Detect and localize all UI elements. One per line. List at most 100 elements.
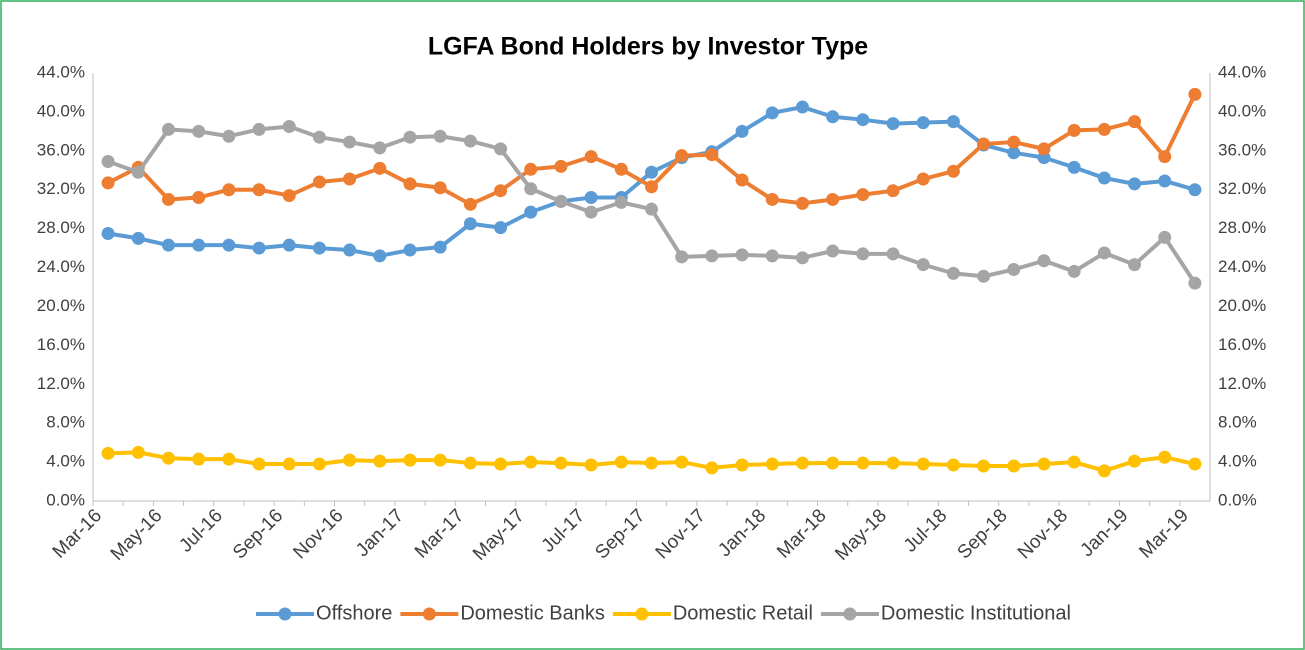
- data-point: [795, 251, 809, 265]
- data-point: [1007, 459, 1021, 473]
- data-point: [856, 247, 870, 261]
- data-point: [645, 456, 658, 470]
- y2-tick-label: 28.0%: [1218, 218, 1266, 237]
- data-point: [795, 100, 809, 114]
- data-point: [614, 455, 628, 469]
- data-point: [645, 202, 658, 216]
- legend: Offshore Domestic Banks Domestic Retail Dom…: [256, 602, 1071, 624]
- data-point: [675, 149, 689, 163]
- y-tick-label: 4.0%: [46, 452, 85, 471]
- data-point: [524, 455, 538, 469]
- data-point: [222, 129, 236, 143]
- data-point: [343, 453, 357, 467]
- legend-marker: [635, 607, 649, 621]
- data-point: [765, 192, 779, 206]
- y-tick-label: 24.0%: [37, 257, 85, 276]
- y2-tick-label: 44.0%: [1218, 62, 1266, 81]
- data-point: [645, 180, 658, 194]
- data-point: [343, 135, 357, 149]
- data-point: [735, 173, 749, 187]
- data-point: [1128, 258, 1142, 272]
- data-point: [463, 134, 477, 148]
- data-point: [554, 159, 568, 173]
- data-point: [584, 205, 598, 219]
- data-point: [826, 110, 840, 124]
- y2-tick-label: 40.0%: [1218, 101, 1266, 120]
- y2-tick-label: 4.0%: [1218, 452, 1257, 471]
- data-point: [1158, 230, 1172, 244]
- data-point: [373, 249, 387, 263]
- y2-tick-label: 16.0%: [1218, 335, 1266, 354]
- data-point: [494, 142, 508, 156]
- y-tick-label: 32.0%: [37, 179, 85, 198]
- data-point: [1188, 276, 1202, 290]
- data-point: [826, 456, 840, 470]
- data-point: [161, 122, 175, 136]
- data-point: [161, 238, 175, 252]
- data-point: [1128, 454, 1142, 468]
- y2-tick-label: 24.0%: [1218, 257, 1266, 276]
- data-point: [1007, 135, 1021, 149]
- data-point: [1097, 171, 1111, 185]
- series: [101, 120, 1202, 290]
- y2-tick-label: 36.0%: [1218, 140, 1266, 159]
- data-point: [524, 205, 538, 219]
- data-point: [916, 457, 930, 471]
- data-point: [826, 244, 840, 258]
- legend-label: Domestic Institutional: [881, 602, 1071, 624]
- data-point: [554, 194, 568, 208]
- data-point: [1128, 177, 1142, 191]
- data-point: [192, 238, 206, 252]
- y-tick-label: 28.0%: [37, 218, 85, 237]
- data-point: [584, 150, 598, 164]
- y-tick-label: 20.0%: [37, 296, 85, 315]
- data-point: [1067, 123, 1081, 137]
- data-point: [916, 172, 930, 186]
- data-point: [554, 456, 568, 470]
- data-point: [675, 250, 689, 264]
- data-point: [131, 231, 145, 245]
- data-point: [494, 457, 508, 471]
- data-point: [312, 457, 326, 471]
- data-point: [886, 184, 900, 198]
- data-point: [343, 243, 357, 257]
- data-point: [1097, 464, 1111, 478]
- data-point: [614, 162, 628, 176]
- data-point: [1037, 254, 1051, 268]
- data-point: [192, 124, 206, 138]
- legend-marker: [422, 607, 436, 621]
- data-point: [524, 162, 538, 176]
- legend-marker: [278, 607, 292, 621]
- data-point: [373, 454, 387, 468]
- chart-title: LGFA Bond Holders by Investor Type: [428, 33, 868, 61]
- data-point: [946, 115, 960, 129]
- data-point: [886, 456, 900, 470]
- data-point: [282, 189, 296, 203]
- y2-tick-label: 32.0%: [1218, 179, 1266, 198]
- legend-marker: [843, 607, 857, 621]
- data-point: [1037, 457, 1051, 471]
- data-point: [735, 248, 749, 262]
- data-point: [856, 113, 870, 127]
- y2-tick-label: 20.0%: [1218, 296, 1266, 315]
- data-point: [494, 221, 508, 235]
- data-point: [463, 197, 477, 211]
- y-tick-label: 8.0%: [46, 413, 85, 432]
- data-point: [282, 457, 296, 471]
- data-point: [886, 247, 900, 261]
- data-point: [494, 184, 508, 198]
- data-point: [403, 243, 417, 257]
- data-point: [1067, 264, 1081, 278]
- series: [101, 87, 1202, 211]
- data-point: [916, 116, 930, 130]
- data-point: [222, 183, 236, 197]
- data-point: [795, 196, 809, 210]
- legend-label: Offshore: [316, 602, 392, 624]
- data-point: [222, 238, 236, 252]
- y2-tick-label: 8.0%: [1218, 413, 1257, 432]
- legend-label: Domestic Banks: [460, 602, 605, 624]
- data-point: [1188, 87, 1202, 101]
- data-point: [705, 249, 719, 263]
- y2-tick-label: 0.0%: [1218, 490, 1257, 509]
- data-point: [252, 457, 266, 471]
